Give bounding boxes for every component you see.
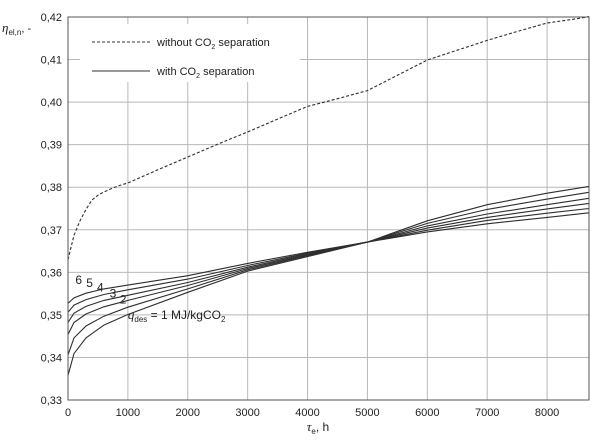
y-tick-label: 0,38 — [41, 182, 62, 194]
x-tick-label: 1000 — [116, 407, 140, 419]
qdes-annotation: qdes = 1 MJ/kgCO2 — [128, 307, 226, 324]
x-tick-label: 2000 — [176, 407, 200, 419]
x-axis-label: τe, h — [307, 419, 329, 436]
x-tick-label: 4000 — [295, 407, 319, 419]
x-tick-label: 8000 — [535, 407, 559, 419]
legend-entry-dashed: without CO2 separation — [156, 37, 270, 51]
legend-entry-solid: with CO2 separation — [156, 66, 254, 80]
plot-frame — [67, 16, 590, 401]
series-line-qdes-2 — [67, 191, 590, 356]
series-line-qdes-6 — [67, 212, 590, 304]
curve-label-5: 5 — [86, 276, 93, 290]
y-tick-label: 0,39 — [41, 140, 62, 152]
x-tick-label: 3000 — [235, 407, 259, 419]
x-tick-labels: 0 1000 2000 3000 4000 5000 6000 7000 8000 — [65, 407, 559, 419]
curve-label-4: 4 — [97, 280, 104, 294]
series-line-qdes-3 — [67, 197, 590, 335]
x-tick-label: 6000 — [415, 407, 439, 419]
x-tick-label: 0 — [65, 407, 71, 419]
legend-background — [80, 24, 300, 82]
series-layer — [67, 16, 590, 376]
curve-label-3: 3 — [110, 286, 117, 300]
y-tick-label: 0,40 — [41, 97, 62, 109]
y-tick-labels: 0,33 0,34 0,35 0,36 0,37 0,38 0,39 0,40 0,41 0,42 — [41, 12, 62, 407]
y-tick-label: 0,34 — [41, 352, 62, 364]
series-line-qdes-1 — [67, 185, 590, 376]
curve-label-6: 6 — [75, 273, 82, 287]
curve-label-2: 2 — [120, 292, 127, 306]
y-tick-label: 0,35 — [41, 310, 62, 322]
y-tick-label: 0,41 — [41, 55, 62, 67]
y-axis-label: ηel,n, - — [2, 20, 31, 37]
x-tick-label: 7000 — [475, 407, 499, 419]
y-tick-label: 0,37 — [41, 225, 62, 237]
legend: without CO2 separation with CO2 separati… — [80, 24, 300, 82]
y-tick-label: 0,33 — [41, 395, 62, 407]
series-line-qdes-4 — [67, 202, 590, 323]
series-line-without-co2 — [67, 16, 590, 260]
series-line-qdes-5 — [67, 207, 590, 313]
y-tick-label: 0,36 — [41, 267, 62, 279]
x-tick-label: 5000 — [355, 407, 379, 419]
y-tick-label: 0,42 — [41, 12, 62, 24]
